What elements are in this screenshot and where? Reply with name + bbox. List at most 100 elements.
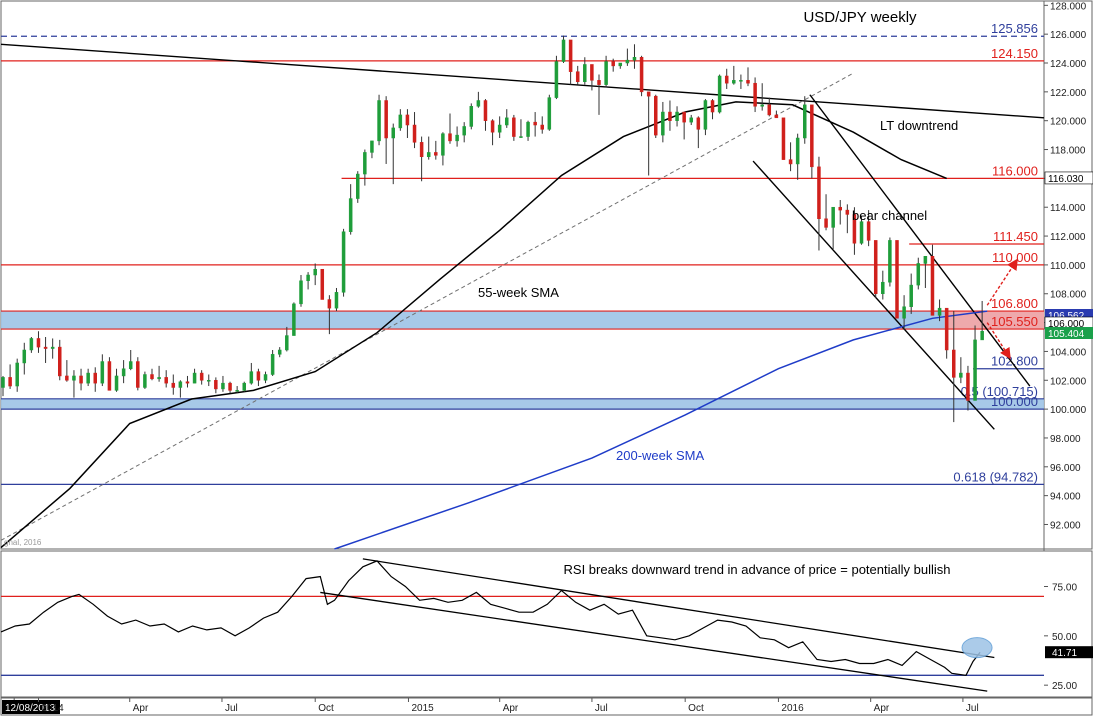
price-candle: [313, 263, 317, 286]
price-level-label: 125.856: [991, 21, 1038, 36]
candle-body: [426, 152, 431, 157]
candle-body: [22, 349, 27, 364]
price-candle: [923, 256, 928, 288]
price-candle: [8, 364, 12, 389]
price-candle: [1, 375, 5, 397]
price-candle: [668, 100, 672, 131]
candle-body: [732, 80, 736, 84]
price-candle: [568, 39, 573, 85]
candle-body: [270, 354, 275, 375]
price-candle: [604, 55, 608, 88]
price-candle: [150, 368, 154, 381]
candle-body: [831, 206, 835, 228]
candle-body: [838, 206, 842, 211]
price-candle: [902, 295, 906, 330]
candle-body: [370, 140, 374, 153]
candle-body: [781, 117, 786, 160]
price-y-tick-label: 122.000: [1050, 88, 1087, 99]
price-candle: [852, 207, 857, 255]
price-candle: [618, 62, 623, 69]
date-tick-label: Oct: [688, 703, 704, 714]
candle-body: [171, 382, 176, 388]
candle-body: [384, 100, 388, 139]
price-candle: [575, 65, 580, 85]
price-candle: [533, 112, 537, 137]
price-level-label: 0.5 (100.715): [961, 384, 1038, 399]
price-y-tick-label: 108.000: [1050, 290, 1087, 301]
date-tick-label: Jul: [966, 703, 979, 714]
price-candle: [22, 342, 27, 375]
price-candle: [185, 375, 190, 388]
candle-body: [185, 381, 190, 384]
price-level-label: 116.000: [992, 163, 1038, 178]
price-trend-line: [809, 94, 1031, 387]
price-candle: [724, 68, 729, 89]
price-candle: [881, 270, 885, 300]
candle-body: [795, 137, 800, 165]
date-tick-label: 2016: [781, 703, 804, 714]
last-value-flag: 105.404: [1045, 327, 1093, 340]
date-tick-label: 2015: [411, 703, 434, 714]
candle-body: [895, 240, 899, 319]
candle-body: [15, 362, 19, 387]
price-y-tick-label: 102.000: [1050, 376, 1087, 387]
rsi-trend-line: [320, 591, 988, 692]
price-trend-line: [0, 43, 1045, 119]
date-tick-label: Apr: [133, 703, 149, 714]
price-candle: [646, 91, 651, 176]
price-candle: [341, 228, 346, 297]
price-candle: [675, 106, 679, 127]
candle-body: [902, 306, 906, 319]
candle-body: [455, 134, 459, 142]
candle-body: [625, 59, 630, 64]
price-candle: [178, 380, 183, 398]
candle-body: [547, 97, 552, 130]
candle-body: [966, 372, 970, 401]
price-candle: [299, 275, 303, 307]
price-candle: [441, 132, 445, 166]
date-tick-label: 12/08/2013: [5, 703, 55, 714]
price-candle: [795, 133, 800, 180]
price-candle: [100, 354, 105, 387]
candle-body: [817, 166, 821, 220]
price-candle: [306, 272, 310, 290]
price-candle: [391, 123, 395, 185]
price-y-tick-label: 124.000: [1050, 59, 1087, 70]
price-candle: [157, 365, 161, 382]
candle-body: [483, 100, 488, 121]
candle-body: [263, 374, 268, 381]
price-y-tick-label: 92.000: [1050, 520, 1081, 531]
candle-body: [668, 111, 672, 121]
candle-body: [554, 61, 559, 98]
price-candle: [590, 64, 594, 91]
candle-body: [703, 100, 708, 130]
candle-body: [199, 372, 204, 381]
price-level-label: 110.000: [992, 250, 1038, 265]
price-candle: [866, 210, 871, 247]
candle-body: [214, 380, 218, 390]
price-y-tick-label: 114.000: [1050, 203, 1086, 214]
price-candle: [455, 126, 459, 147]
candle-body: [341, 231, 346, 293]
price-candle: [285, 326, 289, 352]
candle-body: [646, 91, 651, 97]
price-candle: [370, 140, 374, 159]
candle-body: [689, 117, 693, 123]
price-candle: [774, 110, 779, 119]
price-candle: [909, 273, 913, 314]
price-candle: [505, 109, 509, 128]
candle-body: [462, 126, 466, 136]
candle-body: [405, 114, 410, 126]
candle-body: [157, 377, 161, 380]
candle-body: [448, 133, 452, 142]
price-candle: [114, 368, 119, 392]
price-y-tick-label: 110.000: [1050, 261, 1086, 272]
candle-body: [242, 382, 246, 391]
price-candle: [384, 96, 388, 164]
price-candle: [256, 368, 261, 387]
price-y-tick-label: 100.000: [1050, 405, 1087, 416]
candle-body: [604, 61, 608, 85]
candle-body: [121, 368, 126, 377]
rsi-last-value-flag: 41.71: [1045, 646, 1093, 659]
price-candle: [710, 99, 715, 120]
